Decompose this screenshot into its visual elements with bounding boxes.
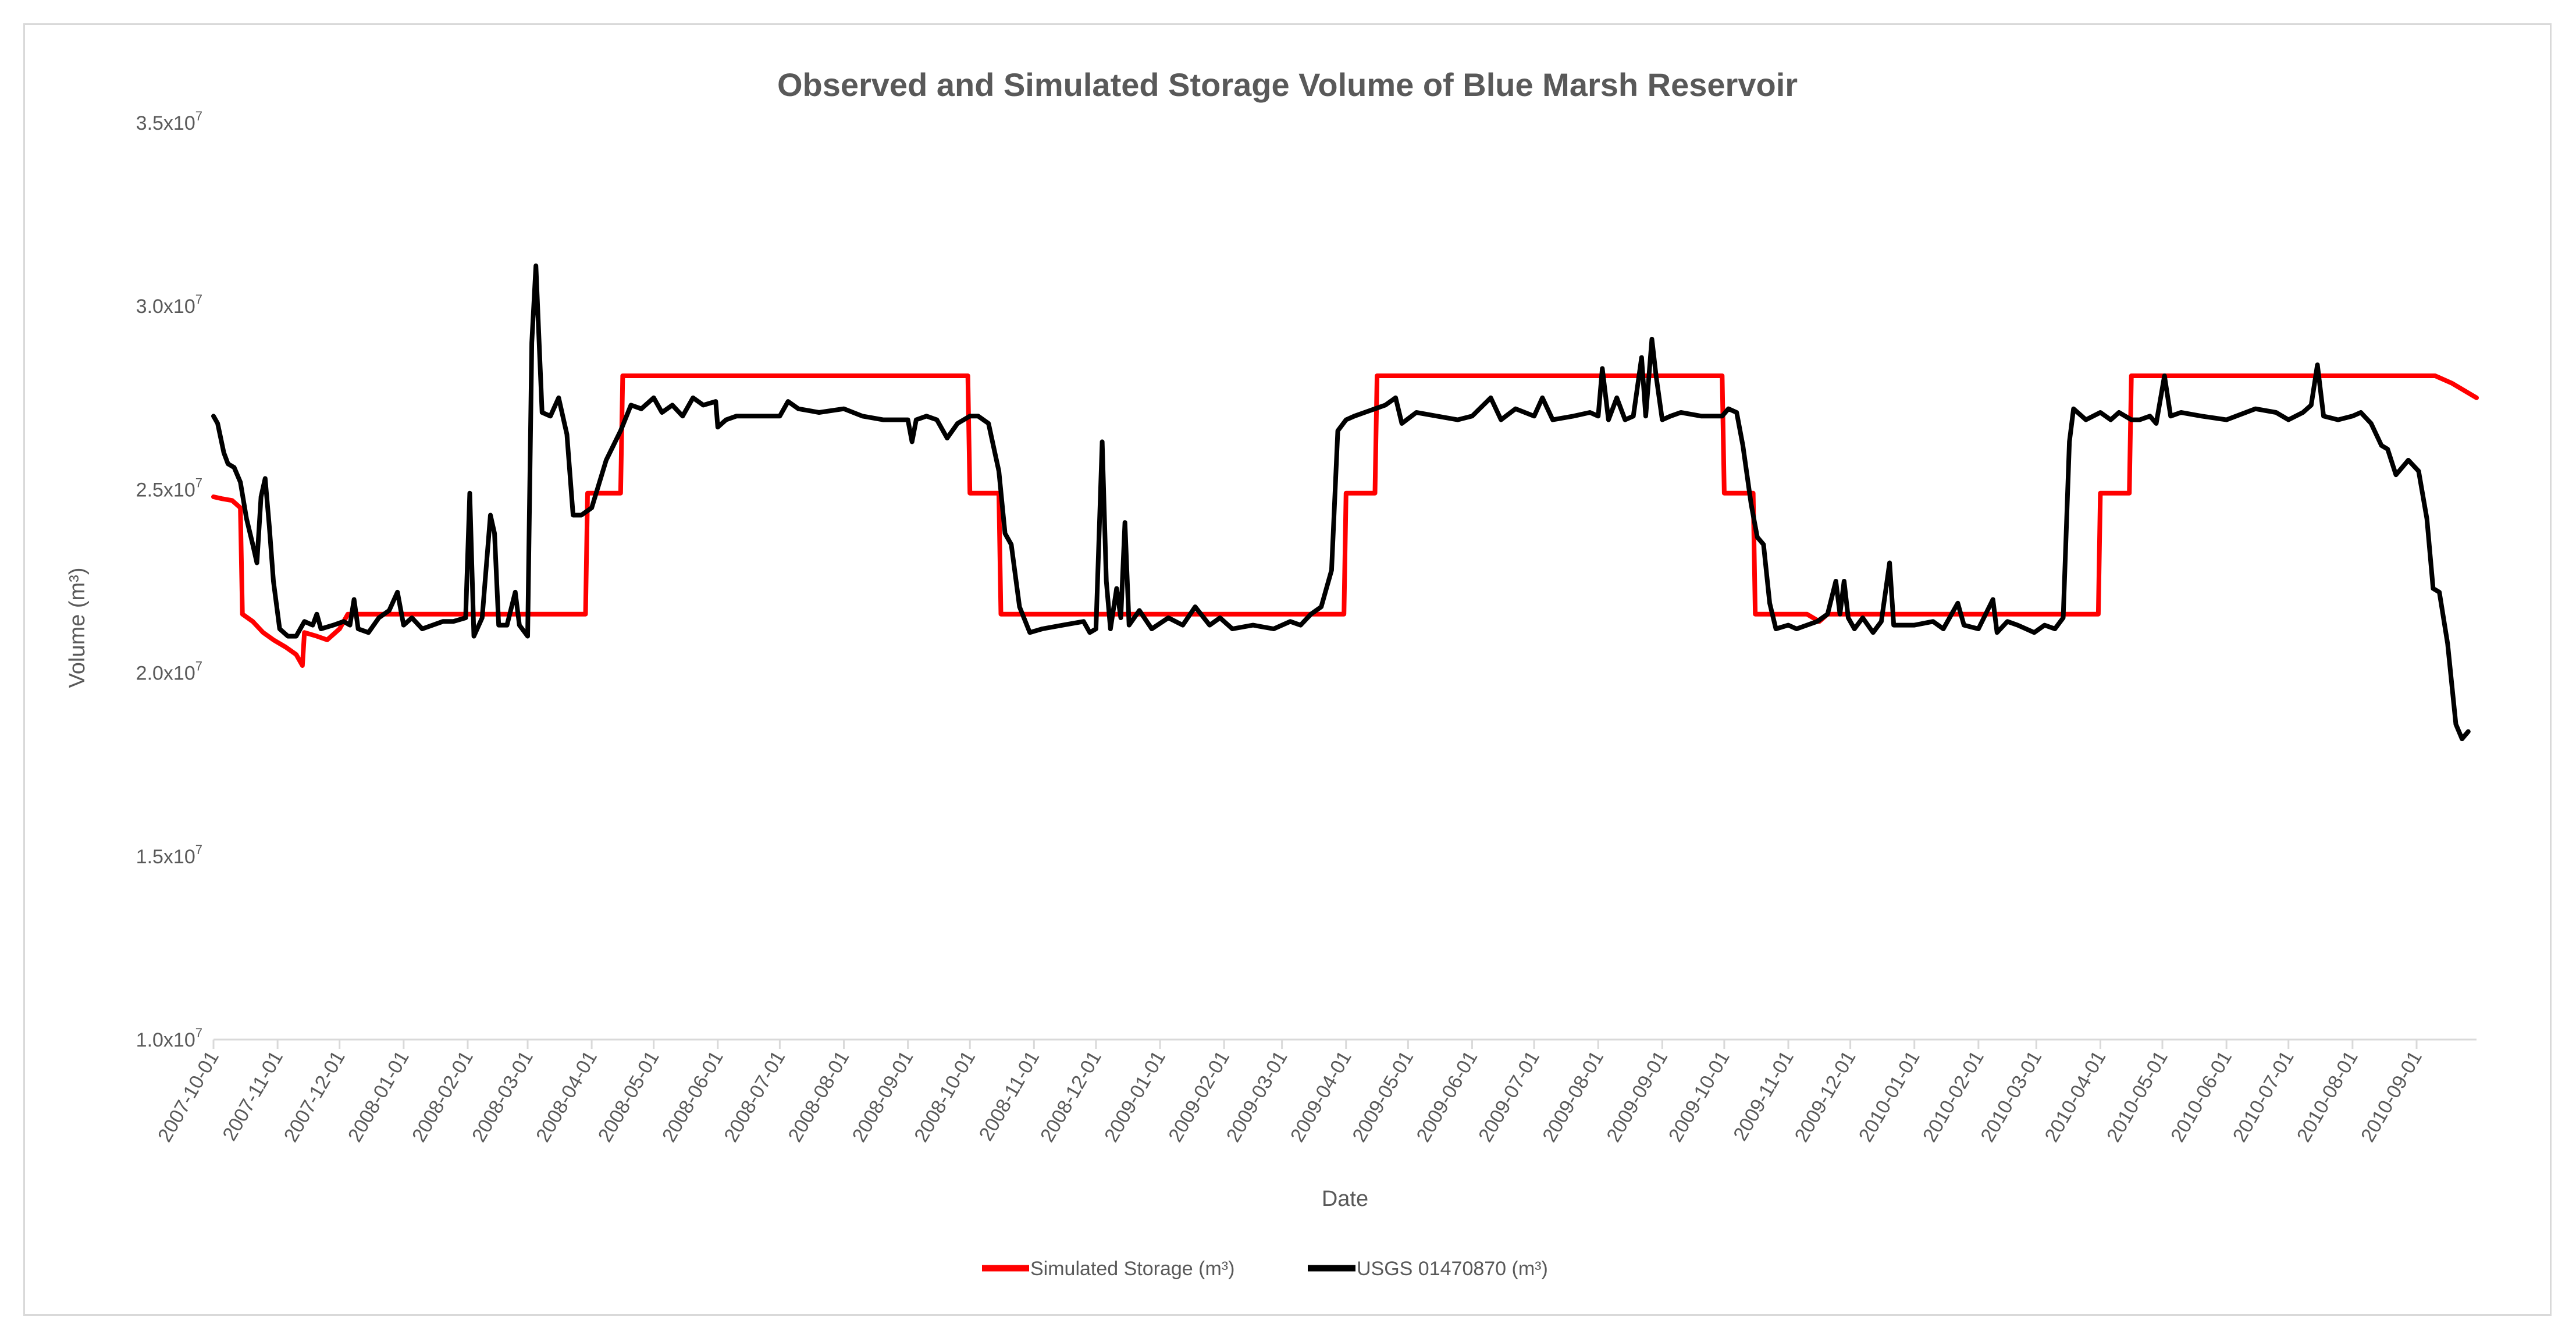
x-tick-label: 2009-05-01 [1348,1047,1418,1146]
x-tick-label: 2009-03-01 [1222,1047,1292,1146]
y-tick-mantissa: 3.0x10 [136,296,195,318]
x-tick-label: 2007-11-01 [218,1047,287,1144]
x-tick-label: 2009-02-01 [1164,1047,1234,1146]
x-tick-label: 2007-12-01 [280,1047,350,1146]
x-tick-label: 2009-01-01 [1100,1047,1170,1146]
x-tick-label: 2009-11-01 [1729,1047,1798,1144]
x-tick-label: 2009-06-01 [1412,1047,1482,1146]
y-tick-mantissa: 2.5x10 [136,479,195,501]
chart-title: Observed and Simulated Storage Volume of… [777,66,1798,103]
x-axis-title: Date [1322,1187,1368,1211]
x-tick-label: 2008-02-01 [408,1047,478,1146]
legend-label-observed: USGS 01470870 (m³) [1357,1258,1548,1280]
y-tick-label: 3.5x107 [136,109,202,134]
y-tick-exponent: 7 [195,1026,202,1040]
y-tick-labels: 1.0x1071.5x1072.0x1072.5x1073.0x1073.5x1… [136,109,202,1051]
y-tick-label: 2.0x107 [136,659,202,685]
chart-svg: Observed and Simulated Storage Volume of… [65,66,2479,1280]
x-tick-label: 2010-09-01 [2357,1047,2426,1146]
y-tick-exponent: 7 [195,292,202,307]
y-tick-label: 1.0x107 [136,1026,202,1051]
y-axis-title: Volume (m³) [65,568,90,688]
y-tick-label: 1.5x107 [136,842,202,868]
y-tick-exponent: 7 [195,659,202,674]
x-tick-label: 2009-09-01 [1602,1047,1672,1146]
x-tick-label: 2008-11-01 [975,1047,1044,1144]
y-tick-label: 2.5x107 [136,475,202,501]
x-tick-label: 2008-01-01 [344,1047,414,1146]
x-tick-labels: 2007-10-012007-11-012007-12-012008-01-01… [154,1040,2426,1146]
x-tick-label: 2008-03-01 [468,1047,538,1146]
x-tick-label: 2009-07-01 [1474,1047,1544,1146]
y-tick-mantissa: 3.5x10 [136,112,195,134]
legend-label-simulated: Simulated Storage (m³) [1030,1258,1234,1280]
x-tick-label: 2010-08-01 [2293,1047,2362,1146]
x-tick-label: 2008-05-01 [594,1047,664,1146]
x-tick-label: 2009-04-01 [1286,1047,1356,1146]
x-tick-label: 2010-03-01 [1976,1047,2046,1146]
x-tick-label: 2008-07-01 [720,1047,789,1146]
x-tick-label: 2008-10-01 [910,1047,980,1146]
y-tick-mantissa: 2.0x10 [136,663,195,685]
x-tick-label: 2008-06-01 [658,1047,728,1146]
x-tick-label: 2008-09-01 [848,1047,918,1146]
x-tick-label: 2008-12-01 [1036,1047,1106,1146]
x-tick-label: 2008-04-01 [532,1047,602,1146]
y-tick-exponent: 7 [195,109,202,123]
series-usgs-observed-line [211,263,2471,742]
x-tick-label: 2009-10-01 [1664,1047,1734,1146]
legend-item-observed: USGS 01470870 (m³) [1308,1258,1548,1280]
x-tick-label: 2010-06-01 [2166,1047,2236,1146]
chart-frame: Observed and Simulated Storage Volume of… [23,23,2552,1316]
y-tick-exponent: 7 [195,842,202,857]
x-tick-label: 2007-10-01 [154,1047,223,1146]
legend-item-simulated: Simulated Storage (m³) [982,1258,1234,1280]
x-tick-label: 2010-02-01 [1919,1047,1988,1146]
x-tick-label: 2008-08-01 [784,1047,854,1146]
y-tick-exponent: 7 [195,475,202,490]
y-axis: 1.0x1071.5x1072.0x1072.5x1073.0x1073.5x1… [65,109,202,1051]
x-tick-label: 2009-08-01 [1538,1047,1608,1146]
x-tick-label: 2010-07-01 [2229,1047,2299,1146]
plot-area [211,263,2479,742]
x-tick-label: 2010-04-01 [2041,1047,2111,1146]
legend: Simulated Storage (m³) USGS 01470870 (m³… [982,1258,1548,1280]
x-tick-label: 2009-12-01 [1791,1047,1860,1146]
series-simulated-storage-line [211,373,2479,668]
x-tick-label: 2010-05-01 [2102,1047,2172,1146]
x-axis: 2007-10-012007-11-012007-12-012008-01-01… [154,1038,2477,1211]
y-tick-mantissa: 1.5x10 [136,846,195,868]
x-tick-label: 2010-01-01 [1855,1047,1924,1146]
y-tick-label: 3.0x107 [136,292,202,318]
y-tick-mantissa: 1.0x10 [136,1029,195,1051]
